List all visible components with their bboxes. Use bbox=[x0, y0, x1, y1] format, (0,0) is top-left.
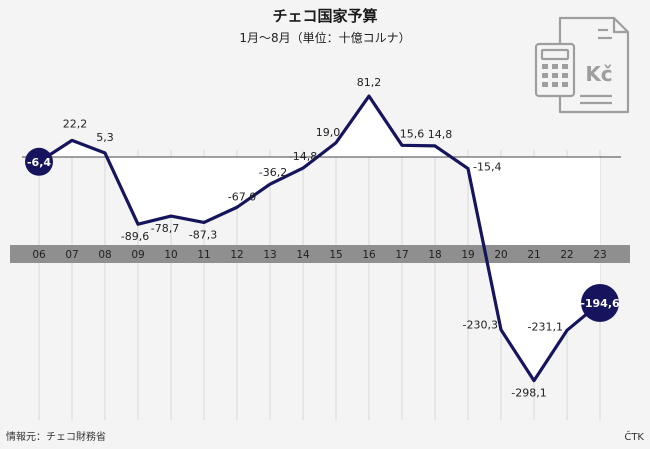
x-tick-06: 06 bbox=[32, 249, 46, 261]
data-label-11: -87,3 bbox=[189, 228, 217, 241]
x-tick-15: 15 bbox=[329, 249, 342, 261]
data-label-14: -14,8 bbox=[289, 150, 317, 163]
x-tick-08: 08 bbox=[98, 249, 111, 261]
x-tick-17: 17 bbox=[395, 249, 408, 261]
x-tick-14: 14 bbox=[296, 249, 310, 261]
data-label-16: 81,2 bbox=[357, 76, 382, 89]
x-tick-10: 10 bbox=[164, 249, 177, 261]
chart-subtitle: 1月〜8月（単位：十億コルナ） bbox=[239, 30, 410, 45]
x-tick-11: 11 bbox=[197, 249, 210, 261]
chart-title: チェコ国家予算 bbox=[272, 7, 377, 25]
data-label-19: -15,4 bbox=[473, 161, 501, 174]
data-label-15: 19,0 bbox=[316, 126, 341, 139]
data-label-06: -6,4 bbox=[27, 156, 51, 169]
data-label-13: -36,2 bbox=[259, 166, 287, 179]
x-tick-09: 09 bbox=[131, 249, 144, 261]
data-label-08: 5,3 bbox=[96, 131, 114, 144]
currency-symbol: Kč bbox=[585, 62, 612, 86]
data-label-10: -78,7 bbox=[151, 222, 179, 235]
x-tick-18: 18 bbox=[428, 249, 441, 261]
data-label-07: 22,2 bbox=[63, 117, 88, 130]
data-label-23: -194,6 bbox=[580, 297, 620, 310]
data-label-09: -89,6 bbox=[121, 230, 149, 243]
x-tick-22: 22 bbox=[560, 249, 573, 261]
data-label-12: -67,0 bbox=[228, 190, 256, 203]
data-label-18: 14,8 bbox=[428, 128, 453, 141]
x-tick-16: 16 bbox=[362, 249, 376, 261]
data-label-20: -230,3 bbox=[463, 319, 498, 332]
x-tick-20: 20 bbox=[494, 249, 507, 261]
data-label-21: -298,1 bbox=[511, 387, 546, 400]
x-tick-23: 23 bbox=[593, 249, 606, 261]
x-tick-21: 21 bbox=[527, 249, 540, 261]
x-tick-12: 12 bbox=[230, 249, 243, 261]
x-tick-13: 13 bbox=[263, 249, 276, 261]
data-label-22: -231,1 bbox=[528, 320, 563, 333]
data-label-17: 15,6 bbox=[400, 127, 425, 140]
x-tick-19: 19 bbox=[461, 249, 474, 261]
credit-note: ČTK bbox=[624, 430, 644, 443]
x-tick-07: 07 bbox=[65, 249, 78, 261]
budget-document-icon bbox=[536, 18, 628, 112]
source-note: 情報元：チェコ財務省 bbox=[6, 430, 106, 443]
